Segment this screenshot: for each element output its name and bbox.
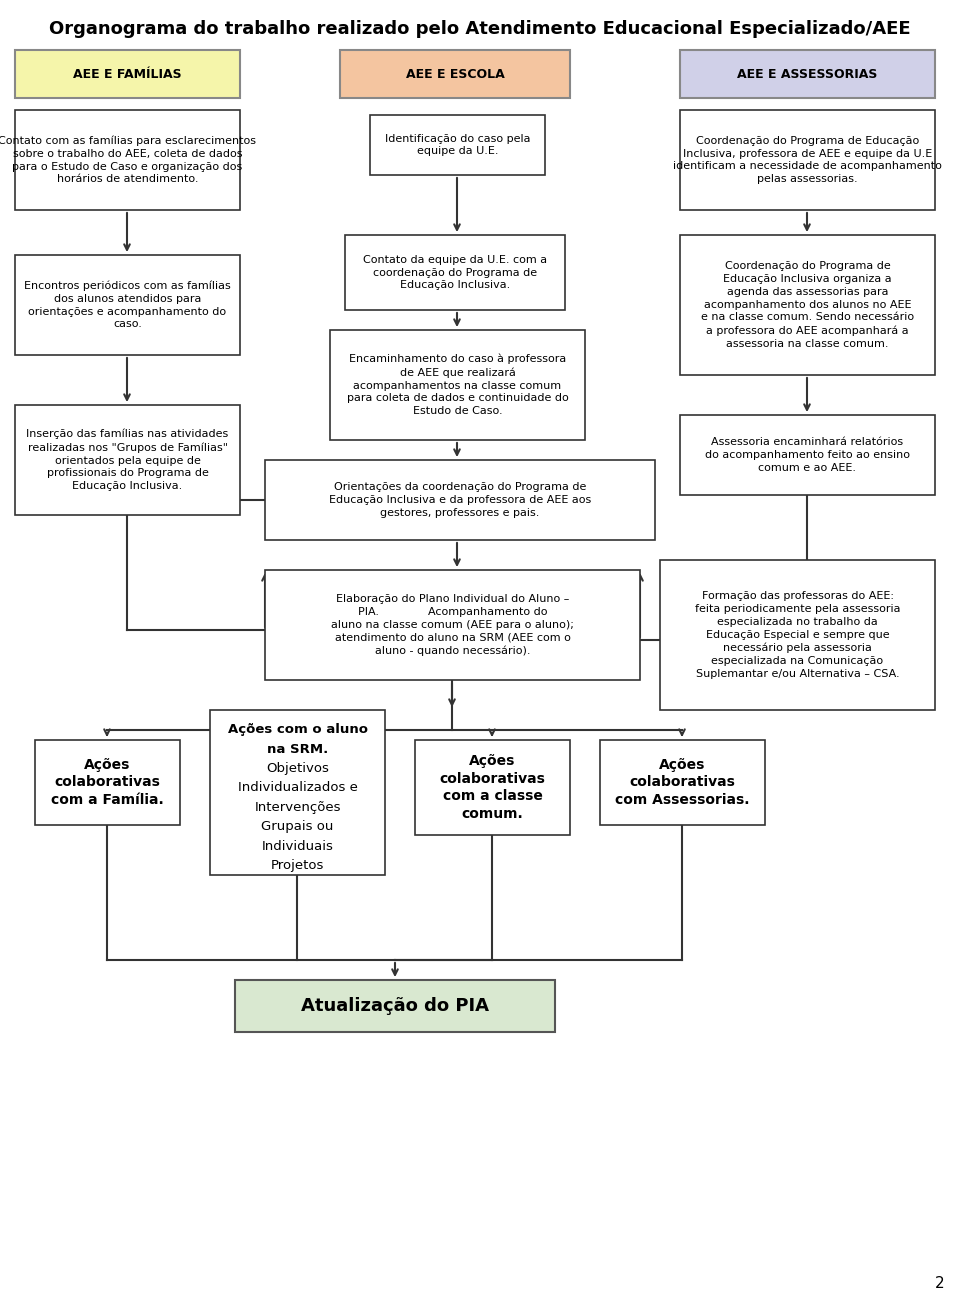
Bar [15,110,240,210]
Bar [415,741,570,835]
Text: Atualização do PIA: Atualização do PIA [301,996,489,1015]
Text: Inserção das famílias nas atividades
realizadas nos "Grupos de Famílias"
orienta: Inserção das famílias nas atividades rea… [26,428,228,491]
Text: AEE E ESCOLA: AEE E ESCOLA [406,68,504,81]
Bar [330,330,585,440]
Text: Contato com as famílias para esclarecimentos
sobre o trabalho do AEE, coleta de : Contato com as famílias para esclarecime… [0,136,256,184]
Text: Individualizados e: Individualizados e [237,781,357,794]
Text: Orientações da coordenação do Programa de
Educação Inclusiva e da professora de : Orientações da coordenação do Programa d… [329,482,591,517]
Text: Elaboração do Plano Individual do Aluno –
PIA.              Acompanhamento do
al: Elaboração do Plano Individual do Aluno … [331,594,574,656]
Bar [680,235,935,375]
Text: Organograma do trabalho realizado pelo Atendimento Educacional Especializado/AEE: Organograma do trabalho realizado pelo A… [49,20,911,38]
Bar [340,50,570,98]
Bar [15,255,240,355]
Bar [680,50,935,98]
Text: Encontros periódicos com as famílias
dos alunos atendidos para
orientações e aco: Encontros periódicos com as famílias dos… [24,281,230,329]
Bar [235,980,555,1032]
Text: Objetivos: Objetivos [266,761,329,774]
Text: AEE E ASSESSORIAS: AEE E ASSESSORIAS [737,68,877,81]
Bar [680,110,935,210]
Text: 2: 2 [935,1276,945,1292]
Text: Contato da equipe da U.E. com a
coordenação do Programa de
Educação Inclusiva.: Contato da equipe da U.E. com a coordena… [363,255,547,290]
Text: na SRM.: na SRM. [267,743,328,756]
Text: Ações
colaborativas
com a Família.: Ações colaborativas com a Família. [51,757,164,807]
Text: Intervenções: Intervenções [254,801,341,814]
Text: AEE E FAMÍLIAS: AEE E FAMÍLIAS [73,68,181,81]
Bar [15,50,240,98]
Bar [15,405,240,515]
Text: Ações
colaborativas
com a classe
comum.: Ações colaborativas com a classe comum. [440,754,545,821]
Text: Identificação do caso pela
equipe da U.E.: Identificação do caso pela equipe da U.E… [385,133,530,157]
Text: Encaminhamento do caso à professora
de AEE que realizará
acompanhamentos na clas: Encaminhamento do caso à professora de A… [347,354,568,417]
Text: Coordenação do Programa de
Educação Inclusiva organiza a
agenda das assessorias : Coordenação do Programa de Educação Incl… [701,261,914,349]
Text: Grupais ou: Grupais ou [261,820,334,833]
Bar [680,415,935,495]
Bar [35,741,180,825]
Bar [210,710,385,875]
Text: Individuais: Individuais [261,840,333,853]
Bar [345,235,565,310]
Bar [370,115,545,175]
Bar [660,560,935,710]
Text: Projetos: Projetos [271,859,324,872]
Text: Ações com o aluno: Ações com o aluno [228,724,368,737]
Text: Assessoria encaminhará relatórios
do acompanhamento feito ao ensino
comum e ao A: Assessoria encaminhará relatórios do aco… [705,438,910,473]
Text: Formação das professoras do AEE:
feita periodicamente pela assessoria
especializ: Formação das professoras do AEE: feita p… [695,592,900,679]
Bar [265,460,655,539]
Bar [600,741,765,825]
Bar [265,569,640,680]
Text: Coordenação do Programa de Educação
Inclusiva, professora de AEE e equipe da U.E: Coordenação do Programa de Educação Incl… [673,136,942,184]
Text: Ações
colaborativas
com Assessorias.: Ações colaborativas com Assessorias. [615,757,750,807]
